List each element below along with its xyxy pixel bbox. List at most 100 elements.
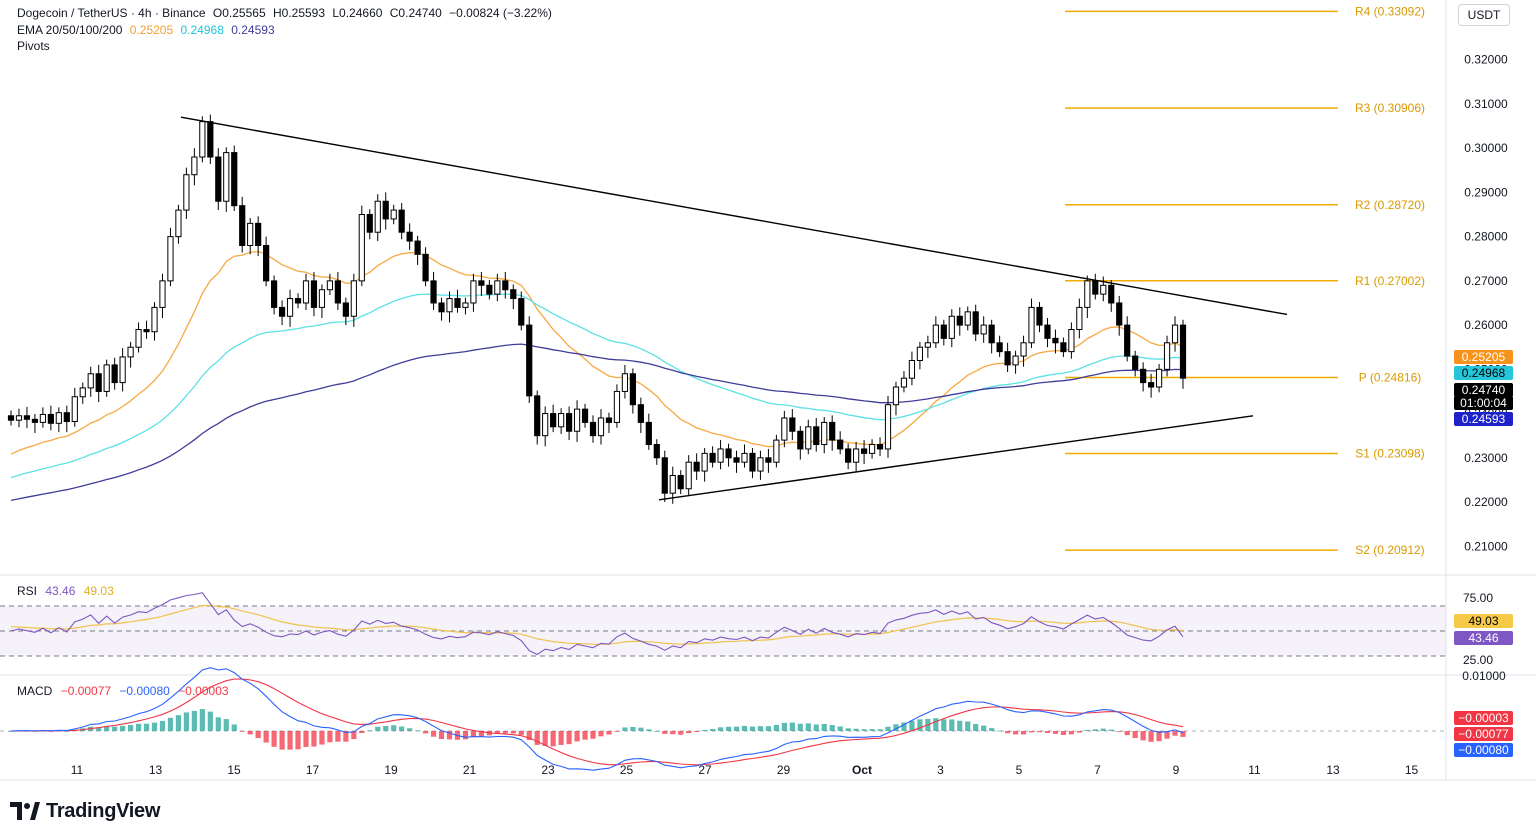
candle-down: [1004, 351, 1011, 366]
macd-hist-bar-down: [446, 731, 453, 740]
macd-hist-bar-up: [733, 726, 740, 731]
macd-hist-bar-down: [582, 731, 588, 740]
signal-tag: −0.00080: [1454, 743, 1513, 757]
ema-legend[interactable]: EMA 20/50/100/200 0.25205 0.24968 0.2459…: [17, 23, 279, 38]
macd-legend[interactable]: MACD −0.00077 −0.00080 −0.00003: [17, 684, 234, 698]
candle-up: [151, 306, 158, 333]
macd-hist-bar-down: [1004, 731, 1011, 734]
candle-down: [845, 448, 852, 463]
macd-hist-bar-up: [797, 723, 803, 731]
candle-up: [1171, 324, 1179, 344]
candle-up: [701, 452, 708, 472]
macd-hist-bar-up: [622, 727, 628, 731]
candle-down: [813, 426, 820, 446]
candle-up: [821, 421, 828, 446]
macd-hist-bar-up: [853, 728, 859, 731]
macd-hist-bar-up: [710, 728, 716, 731]
macd-hist-bar-down: [239, 731, 245, 732]
candle-up: [597, 417, 605, 437]
macd-hist-bar-up: [638, 727, 644, 731]
candle-up: [15, 415, 23, 421]
candle-up: [302, 280, 310, 304]
candle-up: [167, 236, 174, 282]
macd-hist-bar-down: [263, 731, 269, 743]
pivot-label: S1 (0.23098): [1355, 446, 1424, 460]
tradingview-logo[interactable]: TradingView: [10, 798, 160, 824]
time-axis[interactable]: 11 13 15 17 19 21 23 25 27 29 Oct 3 5 7 9 11 13 15: [71, 763, 1419, 777]
time-tick-label: Oct: [852, 763, 872, 777]
candlesticks[interactable]: [7, 114, 1187, 504]
macd-hist-bar-down: [319, 731, 325, 745]
candle-up: [980, 324, 987, 335]
candle-down: [398, 209, 405, 233]
macd-hist-bar-down: [1028, 731, 1035, 733]
time-tick-label: 19: [384, 763, 398, 777]
candle-up: [71, 396, 78, 423]
candle-up: [87, 373, 94, 389]
macd-hist-bar-up: [1092, 729, 1098, 731]
macd-hist-bar-up: [781, 722, 787, 731]
candle-down: [1179, 324, 1187, 379]
macd-hist-bar-up: [869, 729, 875, 731]
macd-hist-bar-up: [749, 726, 756, 731]
currency-button[interactable]: USDT: [1458, 4, 1510, 26]
candle-down: [876, 444, 884, 450]
time-tick-label: 27: [698, 763, 712, 777]
macd-hist-bar-up: [877, 729, 883, 731]
ema-lines: [10, 250, 1184, 502]
macd-hist-bar-down: [271, 731, 277, 747]
macd-hist-bar-up: [383, 725, 389, 731]
macd-hist-bar-up: [837, 726, 843, 731]
time-tick-label: 25: [620, 763, 634, 777]
candle-down: [95, 373, 102, 392]
macd-hist-bar-up: [957, 720, 963, 731]
candle-down: [829, 421, 836, 441]
candle-down: [733, 457, 740, 463]
candle-down: [454, 298, 461, 308]
macd-hist-bar-down: [335, 731, 341, 742]
candle-up: [1028, 306, 1035, 344]
candle-down: [263, 244, 270, 282]
candle-up: [908, 359, 916, 379]
rsi-value: 43.46: [45, 584, 76, 598]
price-tick-label: 0.23000: [1464, 451, 1508, 465]
candle-down: [637, 404, 644, 423]
candle-up: [358, 214, 365, 282]
candle-down: [645, 421, 652, 446]
candle-down: [382, 200, 389, 220]
time-tick-label: 17: [306, 763, 320, 777]
macd-hist-bar-down: [502, 731, 508, 734]
macd-hist-bar-up: [183, 712, 190, 731]
candle-down: [1148, 382, 1155, 388]
candle-down: [534, 395, 541, 437]
macd-hist-bar-up: [199, 709, 205, 731]
rsi-legend[interactable]: RSI 43.46 49.03: [17, 584, 119, 598]
ohlc-header: Dogecoin / TetherUS · 4h · Binance O0.25…: [17, 6, 556, 21]
macd-hist-bar-up: [127, 725, 134, 731]
time-tick-label: 3: [937, 763, 944, 777]
candle-up: [613, 390, 621, 423]
macd-hist-bar-down: [550, 731, 556, 747]
candle-down: [47, 413, 54, 424]
price-axis[interactable]: 0.330000.320000.310000.300000.290000.280…: [1464, 8, 1508, 553]
ema200-line: [10, 343, 1184, 502]
time-tick-label: 13: [1326, 763, 1340, 777]
candle-up: [1020, 342, 1027, 357]
macd-hist-bar-down: [494, 731, 500, 734]
macd-hist-bar-down: [518, 731, 524, 735]
ema100-line: [10, 293, 1184, 479]
macd-hist-bar-down: [606, 731, 612, 735]
candle-down: [1108, 284, 1115, 304]
ema20-value: 0.25205: [129, 23, 174, 37]
macd-hist-bar-up: [1100, 728, 1106, 731]
price-tick-label: 0.31000: [1464, 97, 1508, 111]
price-tick-label: 0.30000: [1464, 141, 1508, 155]
price-tick-label: 0.32000: [1464, 53, 1508, 67]
candle-up: [135, 329, 142, 348]
pivots-legend[interactable]: Pivots: [17, 39, 54, 54]
candle-up: [55, 412, 62, 424]
macd-hist-bar-up: [8, 731, 14, 732]
macd-hist-bar-down: [670, 731, 676, 735]
trendlines[interactable]: [180, 116, 1288, 501]
